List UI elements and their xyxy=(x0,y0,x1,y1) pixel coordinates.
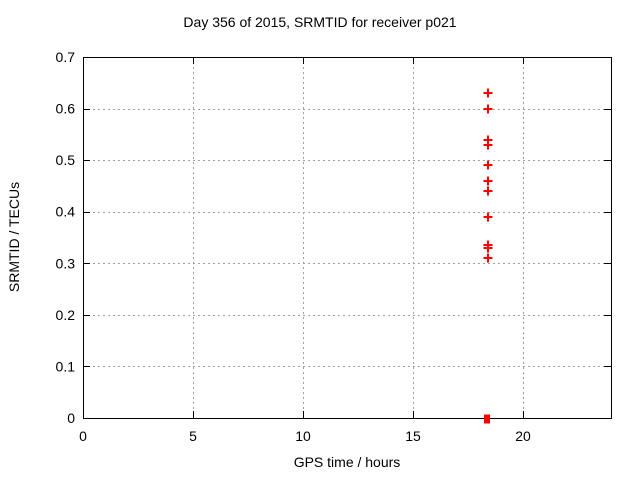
tick-marks xyxy=(83,57,611,418)
x-tick-label: 20 xyxy=(515,428,531,444)
x-tick-label: 10 xyxy=(295,428,311,444)
data-point-plus xyxy=(483,140,493,150)
data-points xyxy=(483,88,493,424)
data-point-plus xyxy=(483,104,493,114)
axes-border xyxy=(83,57,612,419)
data-point-plus xyxy=(483,88,493,98)
y-tick-labels: 0 0.1 0.2 0.3 0.4 0.5 0.6 0.7 xyxy=(56,49,76,426)
series-zero-flag xyxy=(484,414,490,424)
data-point-plus xyxy=(483,160,493,170)
data-point-plus xyxy=(483,243,493,253)
data-point-plus xyxy=(483,176,493,186)
x-tick-label: 5 xyxy=(189,428,197,444)
data-point-filled-square xyxy=(484,414,490,424)
chart-title: Day 356 of 2015, SRMTID for receiver p02… xyxy=(183,14,457,30)
data-point-plus xyxy=(483,253,493,263)
y-tick-label: 0.6 xyxy=(56,101,76,117)
data-point-plus xyxy=(483,186,493,196)
y-tick-label: 0.3 xyxy=(56,255,76,271)
y-tick-label: 0 xyxy=(67,410,75,426)
x-tick-label: 0 xyxy=(79,428,87,444)
plot-border xyxy=(83,57,612,419)
grid-lines xyxy=(83,57,611,418)
series-srmtid-values xyxy=(483,88,493,263)
x-tick-label: 15 xyxy=(405,428,421,444)
x-axis-label: GPS time / hours xyxy=(293,454,401,470)
data-point-plus xyxy=(483,212,493,222)
y-tick-label: 0.4 xyxy=(56,204,76,220)
y-tick-label: 0.5 xyxy=(56,152,76,168)
y-tick-label: 0.7 xyxy=(56,49,76,65)
y-tick-label: 0.1 xyxy=(56,358,76,374)
x-tick-labels: 0 5 10 15 20 xyxy=(79,428,531,444)
y-tick-label: 0.2 xyxy=(56,307,76,323)
